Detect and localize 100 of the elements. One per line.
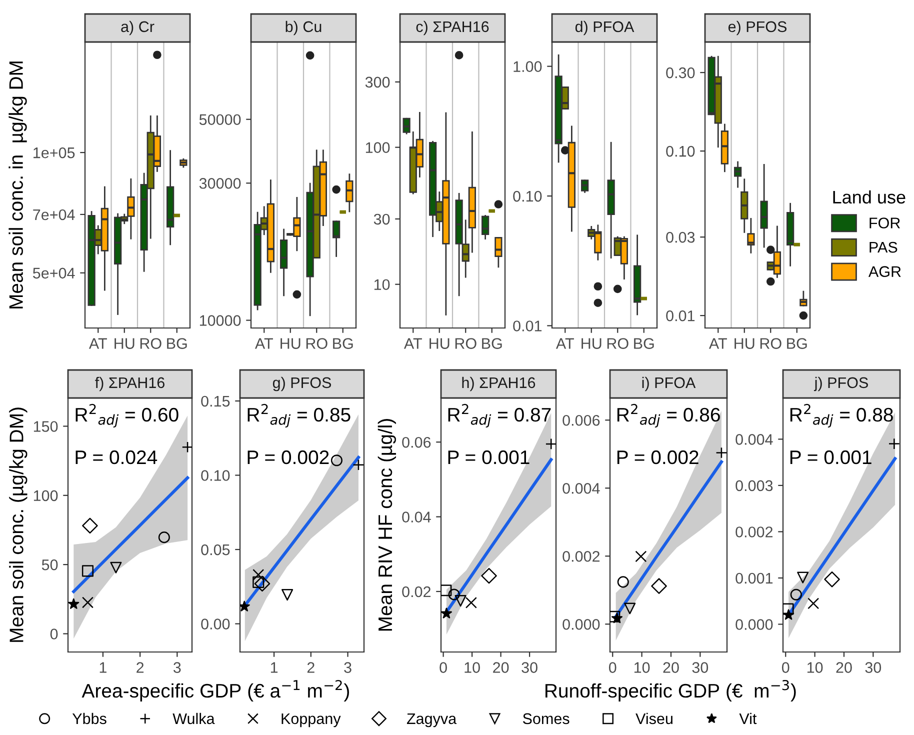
x-tick-label: 0 xyxy=(440,662,447,673)
point xyxy=(82,565,94,577)
legend-label: AGR xyxy=(868,266,901,277)
point xyxy=(465,596,477,608)
x-tick-label: AT xyxy=(556,338,574,349)
y-tick-label: 0.10 xyxy=(201,470,230,481)
x-tick-label: AT xyxy=(708,338,727,349)
annotation: R$^{2}$$_{adj}$ = 0.87 xyxy=(448,404,551,428)
x-tick-label: 20 xyxy=(493,662,509,673)
chart-title: i) PFOA xyxy=(642,376,696,392)
x-tick-label: 30 xyxy=(865,662,882,673)
y-tick-label: 0.15 xyxy=(201,396,230,407)
y-tick-label: 0.004 xyxy=(562,482,600,494)
x-tick-label: 10 xyxy=(807,662,823,673)
x-tick-label: 10 xyxy=(634,662,650,673)
y-tick-label: 100 xyxy=(34,490,58,502)
x-tick-label: RO xyxy=(140,338,162,349)
point xyxy=(252,568,264,581)
point xyxy=(790,588,802,600)
y-tick-label: 0.004 xyxy=(736,434,773,445)
x-tick-label: 1 xyxy=(270,662,278,673)
point xyxy=(797,572,809,584)
x-axis-title: Runoff-specific GDP (€ m$^{−3}$) xyxy=(546,680,796,702)
y-tick-label: 100 xyxy=(366,142,390,153)
point xyxy=(610,610,620,622)
point xyxy=(68,598,80,609)
chart-title: j) PFOS xyxy=(814,376,868,392)
point xyxy=(611,612,623,624)
x-tick-label: HU xyxy=(734,338,754,349)
x-tick-label: 20 xyxy=(836,662,852,673)
y-tick-label: 0.01 xyxy=(666,310,695,322)
y-tick-label: 0.000 xyxy=(562,618,600,630)
chart-title: d) PFOA xyxy=(575,20,634,36)
x-tick-label: 20 xyxy=(663,662,679,673)
x-tick-label: BG xyxy=(333,338,353,349)
y-tick-label: 10000 xyxy=(200,315,241,326)
x-tick-label: HU xyxy=(430,338,450,349)
y-tick-label: 0.003 xyxy=(736,480,773,492)
y-tick-label: 30 xyxy=(374,214,390,225)
annotation: P = 0.024 xyxy=(76,450,158,464)
chart-title: g) PFOS xyxy=(272,376,332,392)
legend-label: PAS xyxy=(870,242,898,253)
chart-title: f) ΣPAH16 xyxy=(95,376,164,392)
chart-title: b) Cu xyxy=(286,20,322,36)
x-tick-label: 2 xyxy=(307,662,314,673)
point xyxy=(441,608,452,618)
point xyxy=(330,454,342,466)
x-tick-label: HU xyxy=(280,338,300,349)
y-tick-label: 7e+04 xyxy=(33,209,75,220)
legend-label: Zagyva xyxy=(406,713,457,728)
point xyxy=(454,595,466,607)
x-tick-label: 0 xyxy=(608,662,616,673)
x-tick-label: 3 xyxy=(344,662,352,673)
y-tick-label: 50000 xyxy=(199,114,241,126)
legend-title: Land use xyxy=(833,190,906,204)
y-tick-label: 0.04 xyxy=(402,512,431,522)
y-tick-label: 50 xyxy=(42,559,58,570)
point xyxy=(808,598,820,610)
y-tick-label: 300 xyxy=(365,76,390,88)
y-tick-label: 10 xyxy=(374,279,390,290)
x-tick-label: 1 xyxy=(100,662,106,673)
y-tick-label: 0.05 xyxy=(201,544,230,556)
legend-label: Viseu xyxy=(636,712,672,724)
y-tick-label: 0 xyxy=(50,628,58,640)
x-tick-label: BG xyxy=(787,338,807,349)
y-tick-label: 0.06 xyxy=(402,436,431,448)
point xyxy=(240,600,250,612)
y-tick-label: 0.30 xyxy=(666,67,695,78)
y-axis-title: Mean soil conc. in µg/kg DM xyxy=(8,62,27,308)
y-tick-label: 0.006 xyxy=(562,414,600,426)
y-tick-label: 0.10 xyxy=(513,190,542,202)
y-tick-label: 0.000 xyxy=(736,619,773,630)
y-tick-label: 0.01 xyxy=(513,320,542,332)
y-tick-label: 0.10 xyxy=(666,146,695,157)
y-tick-label: 5e+04 xyxy=(32,268,75,279)
chart-title: e) PFOS xyxy=(728,20,787,36)
annotation: R$^{2}$$_{adj}$ = 0.60 xyxy=(76,404,178,428)
x-tick-label: RO xyxy=(607,338,628,349)
x-tick-label: 2 xyxy=(136,662,144,673)
x-tick-label: 3 xyxy=(173,662,181,673)
x-tick-label: RO xyxy=(306,338,328,349)
x-axis-title: Area-specific GDP (€ a$^{−1}$ m$^{−2}$) xyxy=(82,680,349,702)
x-tick-label: BG xyxy=(167,338,187,349)
x-tick-label: 0 xyxy=(782,662,790,673)
point xyxy=(783,603,794,615)
point xyxy=(824,571,840,588)
point xyxy=(441,584,452,596)
x-tick-label: AT xyxy=(254,338,273,349)
y-tick-label: 0.00 xyxy=(201,618,230,630)
legend-label: Koppany xyxy=(282,713,341,728)
x-tick-label: AT xyxy=(404,338,422,349)
point xyxy=(282,589,294,601)
point xyxy=(158,532,170,544)
annotation: P = 0.002 xyxy=(248,450,329,464)
y-tick-label: 0.002 xyxy=(562,550,600,562)
point xyxy=(635,550,647,562)
point xyxy=(448,588,460,600)
chart-title: h) ΣPAH16 xyxy=(462,376,536,392)
x-tick-label: RO xyxy=(455,338,476,349)
point xyxy=(82,596,94,608)
